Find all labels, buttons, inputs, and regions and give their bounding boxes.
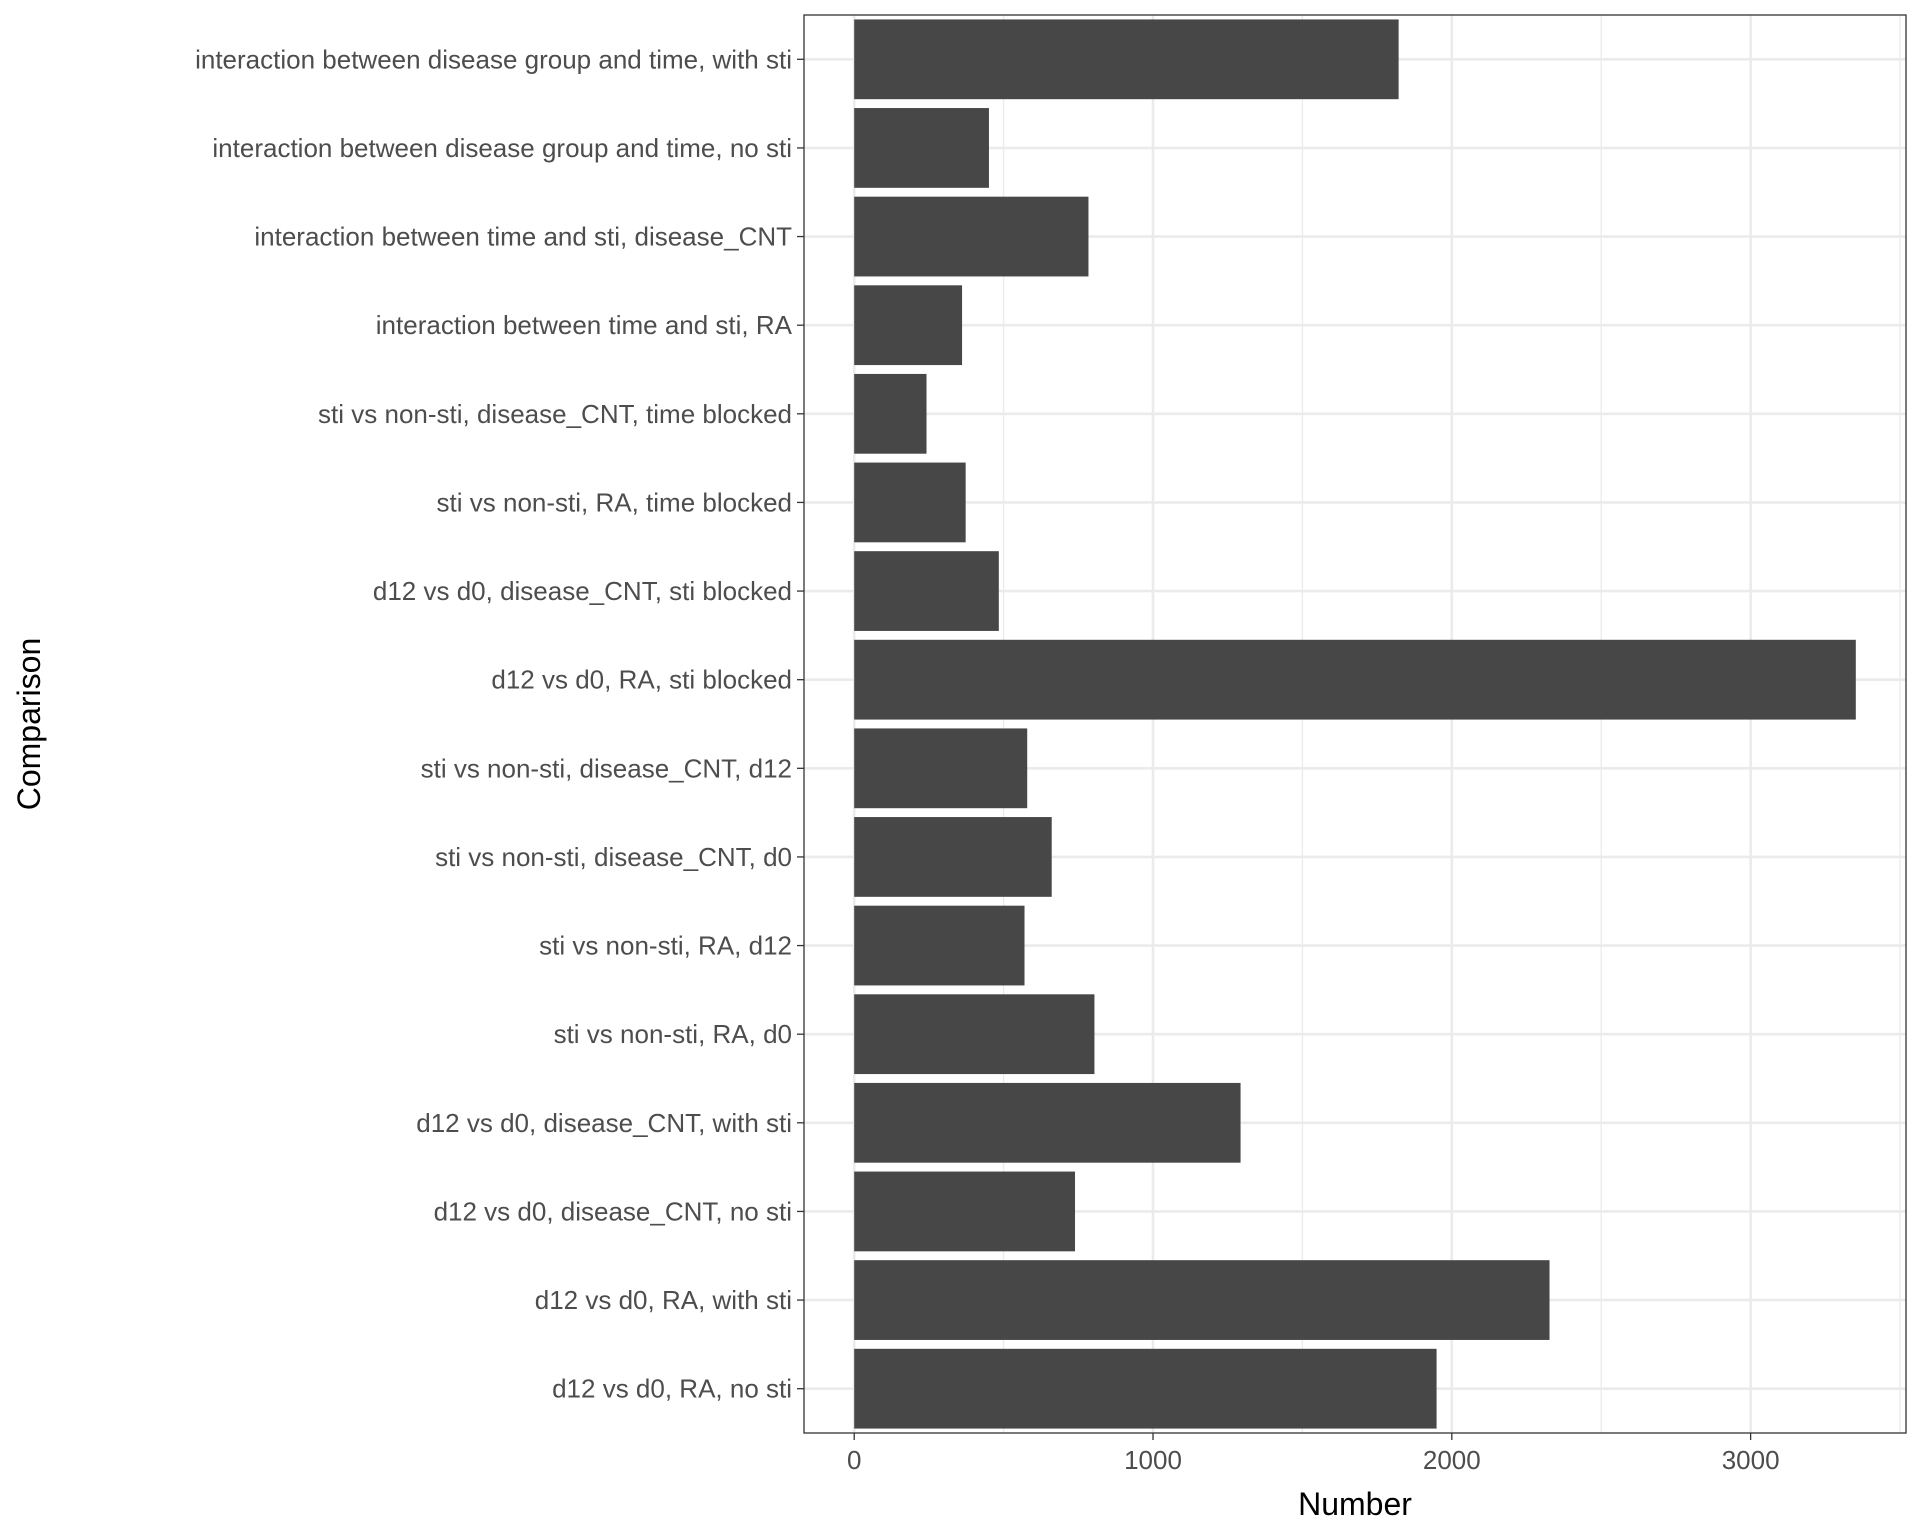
y-tick-label: d12 vs d0, RA, no sti bbox=[552, 1374, 792, 1404]
bar bbox=[854, 1348, 1437, 1429]
y-tick-label: sti vs non-sti, RA, d0 bbox=[554, 1019, 792, 1049]
y-tick-label: sti vs non-sti, disease_CNT, d12 bbox=[421, 753, 792, 783]
bar bbox=[854, 639, 1856, 720]
bars bbox=[854, 19, 1856, 1429]
bar bbox=[854, 1171, 1076, 1252]
x-tick-label: 0 bbox=[847, 1445, 861, 1475]
x-axis-ticks: 0 1000 2000 3000 bbox=[847, 1433, 1780, 1475]
y-tick-label: sti vs non-sti, disease_CNT, time blocke… bbox=[318, 399, 792, 429]
y-tick-label: sti vs non-sti, RA, time blocked bbox=[437, 487, 792, 517]
bar bbox=[854, 1082, 1241, 1163]
bar bbox=[854, 728, 1028, 809]
y-tick-label: d12 vs d0, disease_CNT, with sti bbox=[416, 1108, 792, 1138]
bar bbox=[854, 373, 927, 454]
y-axis-title: Comparison bbox=[11, 638, 47, 811]
bar bbox=[854, 551, 999, 631]
panel-border bbox=[803, 14, 1907, 1434]
bar bbox=[854, 1260, 1550, 1340]
bar bbox=[854, 19, 1399, 100]
x-tick-label: 1000 bbox=[1124, 1445, 1182, 1475]
bar bbox=[854, 462, 966, 543]
bar bbox=[854, 817, 1052, 897]
y-tick-label: interaction between disease group and ti… bbox=[212, 133, 792, 163]
bar bbox=[854, 285, 963, 366]
y-tick-label: d12 vs d0, disease_CNT, sti blocked bbox=[373, 576, 792, 606]
x-axis-title: Number bbox=[1298, 1486, 1412, 1522]
y-axis-ticks: interaction between disease group and ti… bbox=[195, 44, 804, 1404]
x-tick-label: 2000 bbox=[1423, 1445, 1481, 1475]
y-tick-label: d12 vs d0, disease_CNT, no sti bbox=[434, 1196, 792, 1226]
bar bbox=[854, 108, 989, 188]
y-tick-label: interaction between time and sti, diseas… bbox=[254, 222, 792, 252]
y-tick-label: sti vs non-sti, disease_CNT, d0 bbox=[435, 842, 792, 872]
y-tick-label: sti vs non-sti, RA, d12 bbox=[539, 931, 792, 961]
bar bbox=[854, 196, 1089, 277]
bar bbox=[854, 905, 1025, 986]
y-tick-label: d12 vs d0, RA, with sti bbox=[535, 1285, 792, 1315]
bar bbox=[854, 994, 1095, 1075]
x-tick-label: 3000 bbox=[1722, 1445, 1780, 1475]
y-tick-label: interaction between disease group and ti… bbox=[195, 44, 792, 74]
y-tick-label: interaction between time and sti, RA bbox=[376, 310, 793, 340]
y-tick-label: d12 vs d0, RA, sti blocked bbox=[491, 665, 792, 695]
